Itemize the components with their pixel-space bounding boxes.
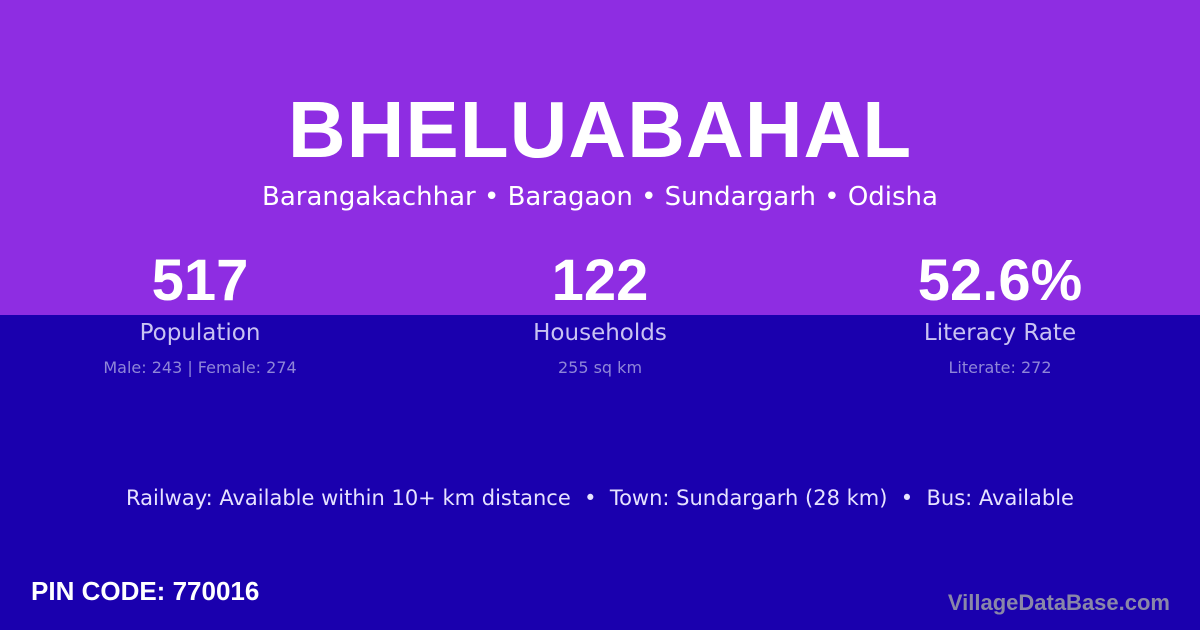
stat-value: 52.6%	[917, 248, 1083, 313]
stat-label: Population	[139, 320, 261, 346]
connectivity-info: Railway: Available within 10+ km distanc…	[126, 486, 1074, 510]
stat-population: 517 Population Male: 243 | Female: 274	[0, 248, 400, 378]
stat-detail: Male: 243 | Female: 274	[103, 358, 297, 377]
pin-code: PIN CODE: 770016	[31, 576, 260, 606]
stat-detail: Literate: 272	[948, 358, 1052, 377]
stat-label: Households	[533, 320, 667, 346]
stat-value: 517	[151, 248, 249, 313]
village-name: BHELUABAHAL	[287, 85, 913, 174]
stat-households: 122 Households 255 sq km	[400, 248, 800, 378]
stat-detail: 255 sq km	[557, 358, 643, 377]
stat-label: Literacy Rate	[923, 320, 1077, 346]
header-band	[0, 0, 1200, 315]
location-breadcrumb: Barangakachhar • Baragaon • Sundargarh •…	[262, 182, 938, 212]
stat-value: 122	[551, 248, 649, 313]
brand-logo: VillageDataBase.com	[947, 590, 1170, 615]
stat-literacy: 52.6% Literacy Rate Literate: 272	[800, 248, 1200, 378]
